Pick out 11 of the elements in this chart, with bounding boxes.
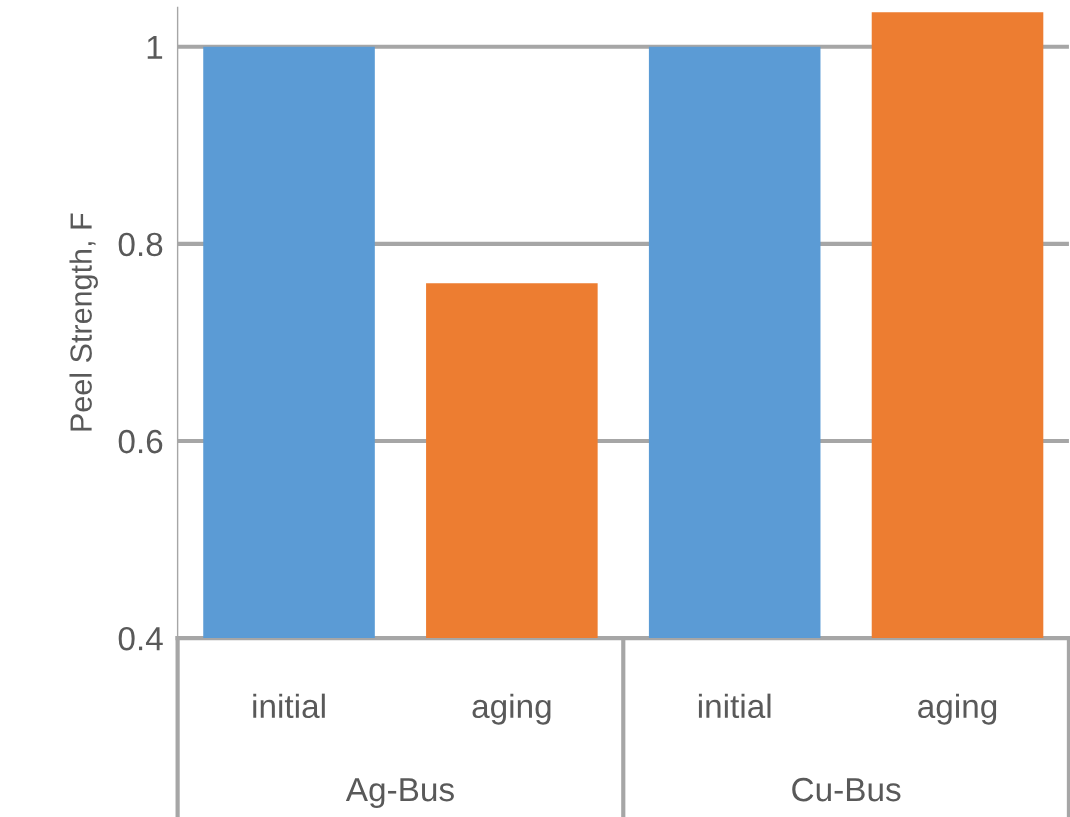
x-tick-label: initial (253, 693, 325, 719)
y-tick-label: 0.4 (118, 626, 163, 651)
x-tick-label: initial (698, 693, 771, 719)
y-axis-title: Peel Strength, F (69, 213, 98, 431)
x-tick-label: aging (918, 693, 997, 725)
y-tick-label: 0.6 (118, 429, 163, 454)
y-tick-label: 0.8 (118, 232, 163, 257)
text: Ag-Bus (345, 778, 454, 809)
text: Cu-Bus (792, 777, 901, 802)
x-tick-label: aging (472, 693, 551, 725)
y-tick-label: 1 (147, 35, 163, 59)
